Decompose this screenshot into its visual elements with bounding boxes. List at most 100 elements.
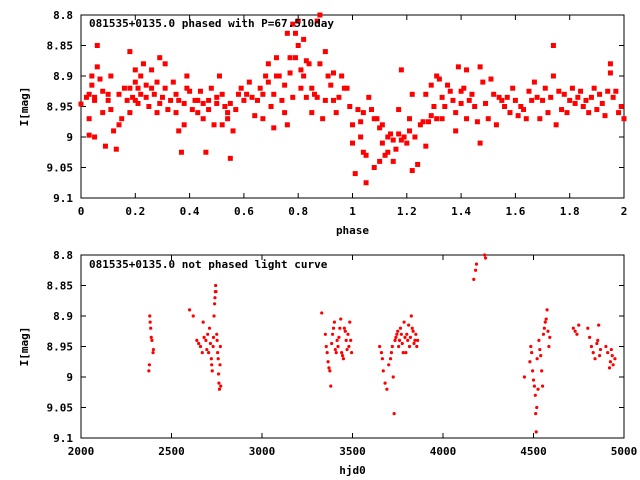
data-point	[135, 85, 141, 91]
plot-frame	[80, 254, 625, 439]
x-tick-label: 0.4	[180, 205, 200, 218]
data-point	[573, 329, 577, 333]
data-point	[143, 94, 149, 100]
data-point	[214, 94, 220, 100]
data-points	[78, 12, 627, 186]
data-point	[206, 107, 212, 113]
data-point	[260, 91, 266, 97]
y-tick-label: 8.85	[47, 40, 74, 53]
data-point	[249, 94, 255, 100]
data-point	[618, 104, 624, 109]
data-point	[276, 73, 282, 79]
data-point	[350, 122, 355, 128]
data-point	[413, 338, 417, 342]
data-point	[105, 91, 111, 97]
data-point	[265, 79, 271, 85]
data-point	[335, 338, 339, 342]
data-point	[544, 317, 548, 321]
data-point	[217, 387, 222, 391]
data-point	[130, 94, 136, 100]
data-point	[225, 116, 231, 122]
data-point	[148, 320, 152, 324]
data-point	[292, 55, 298, 61]
data-point	[298, 85, 304, 91]
data-point	[211, 344, 215, 349]
data-point	[151, 347, 155, 352]
data-point	[216, 73, 222, 79]
data-point	[314, 18, 320, 24]
data-point	[553, 122, 559, 128]
data-point	[241, 97, 247, 103]
data-point	[377, 158, 383, 164]
data-point	[108, 107, 114, 113]
data-point	[210, 363, 214, 367]
data-point	[480, 79, 486, 85]
data-point	[439, 116, 445, 122]
data-point	[147, 363, 152, 367]
x-tick-label: 0.2	[125, 205, 145, 218]
data-point	[330, 332, 335, 336]
y-axis-label: I[mag]	[18, 87, 31, 127]
data-point	[412, 341, 416, 346]
data-point	[309, 85, 315, 91]
data-point	[146, 104, 152, 109]
data-point	[181, 100, 187, 106]
data-point	[246, 79, 252, 85]
data-point	[426, 119, 432, 125]
data-point	[392, 412, 396, 416]
data-point	[200, 116, 206, 122]
data-point	[477, 140, 483, 146]
data-point	[208, 341, 213, 346]
data-point	[586, 110, 592, 116]
data-point	[219, 91, 225, 97]
data-point	[341, 357, 346, 361]
data-point	[340, 351, 344, 355]
data-point	[588, 94, 594, 100]
data-point	[233, 107, 239, 113]
data-point	[396, 131, 402, 137]
data-point	[483, 100, 489, 106]
data-point	[138, 73, 144, 79]
data-point	[567, 97, 573, 103]
data-point	[349, 351, 354, 355]
data-point	[311, 91, 317, 97]
y-tick-label: 8.8	[53, 9, 73, 22]
data-point	[162, 85, 168, 91]
data-point	[323, 332, 327, 336]
data-point	[401, 134, 407, 140]
data-point	[216, 372, 221, 376]
data-point	[322, 49, 328, 55]
x-axis-label: hjd0	[339, 464, 366, 477]
data-point	[284, 30, 290, 36]
x-tick-label: 2500	[158, 445, 185, 458]
data-point	[86, 132, 92, 138]
data-point	[535, 405, 539, 410]
data-point	[170, 79, 176, 85]
data-point	[325, 73, 331, 79]
data-point	[303, 58, 309, 64]
data-point	[550, 43, 556, 48]
data-point	[616, 110, 622, 116]
x-tick-label: 1.8	[560, 205, 580, 218]
data-points	[147, 253, 617, 434]
data-point	[530, 369, 535, 373]
data-point	[415, 161, 421, 167]
data-point	[541, 332, 546, 336]
data-point	[348, 320, 352, 324]
x-tick-label: 1	[349, 205, 356, 218]
data-point	[292, 30, 298, 36]
data-point	[344, 338, 348, 342]
data-point	[374, 116, 380, 122]
data-point	[212, 314, 216, 318]
phased-light-curve-chart: 0 0.2 0.4 0.6 0.8 1 1.2 1.4 1.6 1.8 2 8.8 8.85 8.9 8.9…	[18, 9, 627, 237]
data-point	[458, 100, 464, 106]
data-point	[609, 347, 613, 352]
data-point	[388, 131, 394, 137]
data-point	[168, 97, 174, 103]
data-point	[340, 354, 345, 358]
data-point	[330, 70, 336, 76]
data-point	[589, 344, 594, 349]
data-point	[406, 338, 410, 342]
x-tick-label: 0.6	[234, 205, 254, 218]
data-point	[207, 326, 212, 330]
